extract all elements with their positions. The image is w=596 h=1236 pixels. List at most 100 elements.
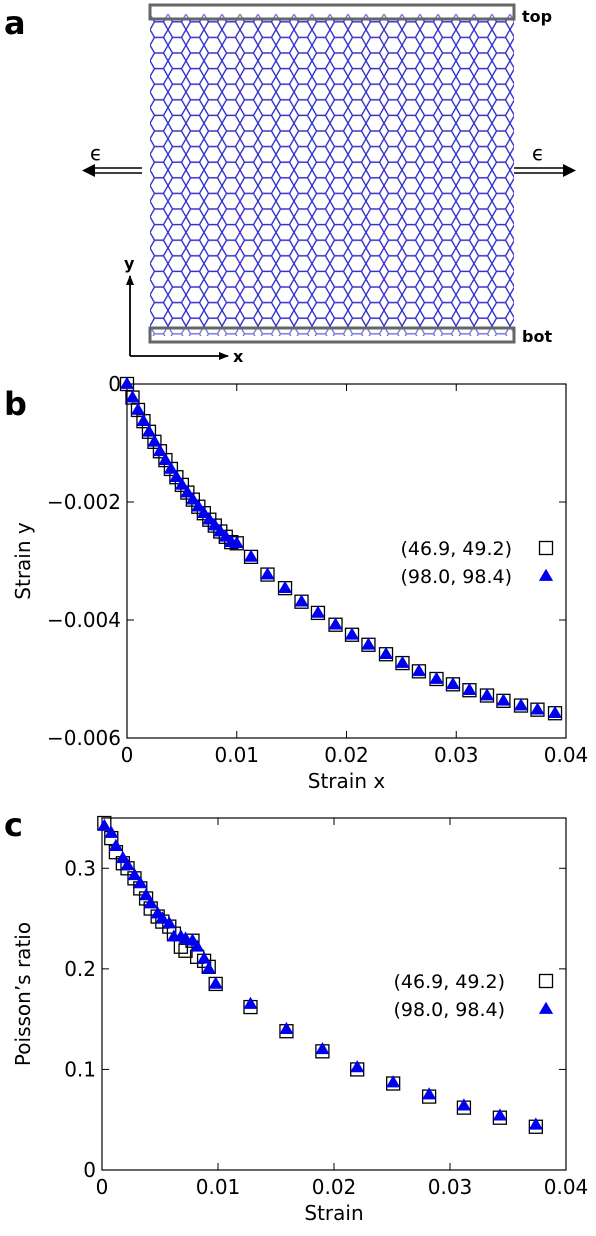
- data-point: [229, 536, 244, 549]
- data-point: [169, 469, 184, 483]
- data-point: [155, 911, 170, 924]
- panel-letter-b: b: [4, 385, 27, 423]
- data-point: [547, 705, 563, 719]
- data-point: [141, 424, 157, 437]
- x-tick-label: 0: [121, 743, 134, 767]
- data-point: [133, 876, 148, 889]
- x-axis-letter: x: [233, 347, 244, 366]
- x-tick-label: 0.02: [312, 1175, 357, 1199]
- panel-a: a top bot ϵ ϵ y x: [4, 3, 576, 366]
- legend-entry-label: (46.9, 49.2): [393, 971, 505, 993]
- x-tick-label: 0.01: [214, 743, 259, 767]
- data-point: [378, 646, 394, 660]
- data-point: [279, 1021, 294, 1035]
- data-point: [196, 951, 212, 964]
- data-point: [207, 518, 222, 531]
- data-point: [201, 961, 216, 974]
- data-point: [208, 976, 223, 989]
- data-point: [180, 485, 195, 498]
- data-point: [361, 637, 376, 650]
- data-point: [162, 916, 177, 929]
- y-tick-label: 0.1: [64, 1057, 96, 1081]
- y-tick-label: 0: [83, 1158, 96, 1182]
- plot-frame: [126, 383, 567, 739]
- y-tick-label: −0.004: [47, 608, 121, 632]
- y-axis-label: Strain y: [11, 522, 35, 600]
- x-tick-label: 0.04: [544, 1175, 589, 1199]
- data-point: [456, 1098, 472, 1111]
- bottom-plate-label: bot: [522, 327, 552, 346]
- data-point: [127, 868, 142, 881]
- data-point: [120, 857, 135, 871]
- data-point: [213, 524, 228, 537]
- data-point: [202, 512, 217, 525]
- data-point: [174, 477, 189, 490]
- graphene-lattice: [150, 14, 514, 336]
- legend-entry-label: (46.9, 49.2): [400, 538, 512, 560]
- legend-entry-marker: [538, 1001, 554, 1014]
- data-point: [138, 888, 154, 901]
- y-tick-label: 0.2: [64, 957, 96, 981]
- data-point: [104, 825, 119, 838]
- data-point: [243, 549, 259, 562]
- panel-b: b 0 0.01 0.02 0.03 0.04 0 −0.002 −0.004 −0.006 St…: [4, 372, 588, 793]
- data-point: [315, 1042, 330, 1055]
- left-strain-arrow: [82, 164, 142, 177]
- legend-entry-marker: [538, 973, 554, 989]
- x-tick-label: 0.03: [434, 743, 479, 767]
- data-point: [196, 505, 211, 519]
- data-point: [143, 896, 158, 909]
- data-point: [158, 452, 173, 465]
- data-point: [163, 461, 179, 474]
- x-tick-label: 0: [96, 1175, 109, 1199]
- poisson-chart: 0 0.01 0.02 0.03 0.04 0 0.1 0.2 0.3 Strain Poisson…: [11, 815, 589, 1225]
- data-point: [496, 693, 511, 706]
- data-point: [421, 1087, 437, 1100]
- y-axis-letter: y: [124, 254, 135, 273]
- top-plate: [148, 3, 516, 21]
- strain-chart: 0 0.01 0.02 0.03 0.04 0 −0.002 −0.004 −0.006 Stra…: [11, 372, 588, 793]
- x-axis-label: Strain: [304, 1201, 363, 1225]
- left-strain-symbol: ϵ: [90, 141, 102, 165]
- data-point: [445, 677, 461, 690]
- data-point: [294, 594, 309, 607]
- x-tick-label: 0.03: [428, 1175, 473, 1199]
- legend-entry-label: (98.0, 98.4): [393, 999, 505, 1021]
- data-point: [130, 402, 146, 415]
- panel-letter-a: a: [4, 4, 26, 42]
- data-point: [395, 655, 410, 668]
- top-plate-label: top: [522, 7, 552, 26]
- data-point: [119, 376, 135, 389]
- legend-entry-marker: [538, 568, 554, 581]
- data-point: [97, 818, 112, 831]
- data-point: [310, 605, 326, 618]
- data-point: [344, 627, 360, 640]
- bottom-plate: [148, 326, 516, 344]
- y-tick-label: 0: [108, 372, 121, 396]
- data-point: [277, 580, 293, 593]
- right-strain-symbol: ϵ: [532, 141, 544, 165]
- data-point: [125, 390, 140, 403]
- data-point: [492, 1108, 508, 1121]
- x-tick-label: 0.02: [324, 743, 369, 767]
- x-tick-label: 0.04: [544, 743, 589, 767]
- data-point: [115, 850, 131, 864]
- y-tick-label: −0.002: [47, 490, 121, 514]
- data-point: [386, 1075, 401, 1088]
- data-point: [530, 702, 545, 715]
- data-point: [243, 996, 258, 1009]
- data-point: [260, 567, 275, 580]
- x-tick-label: 0.01: [196, 1175, 241, 1199]
- data-point: [108, 838, 124, 851]
- data-point: [147, 434, 162, 447]
- data-point: [429, 671, 444, 684]
- panel-c: c 0 0.01 0.02 0.03 0.04 0 0.1 0.2 0.3 Strain Poiss…: [4, 806, 588, 1225]
- right-strain-arrow: [514, 164, 576, 177]
- y-tick-label: −0.006: [47, 726, 121, 750]
- data-point: [185, 492, 200, 505]
- data-point: [189, 939, 205, 952]
- series-2: [119, 376, 563, 719]
- x-axis-label: Strain x: [308, 769, 386, 793]
- legend-entry-label: (98.0, 98.4): [400, 566, 512, 588]
